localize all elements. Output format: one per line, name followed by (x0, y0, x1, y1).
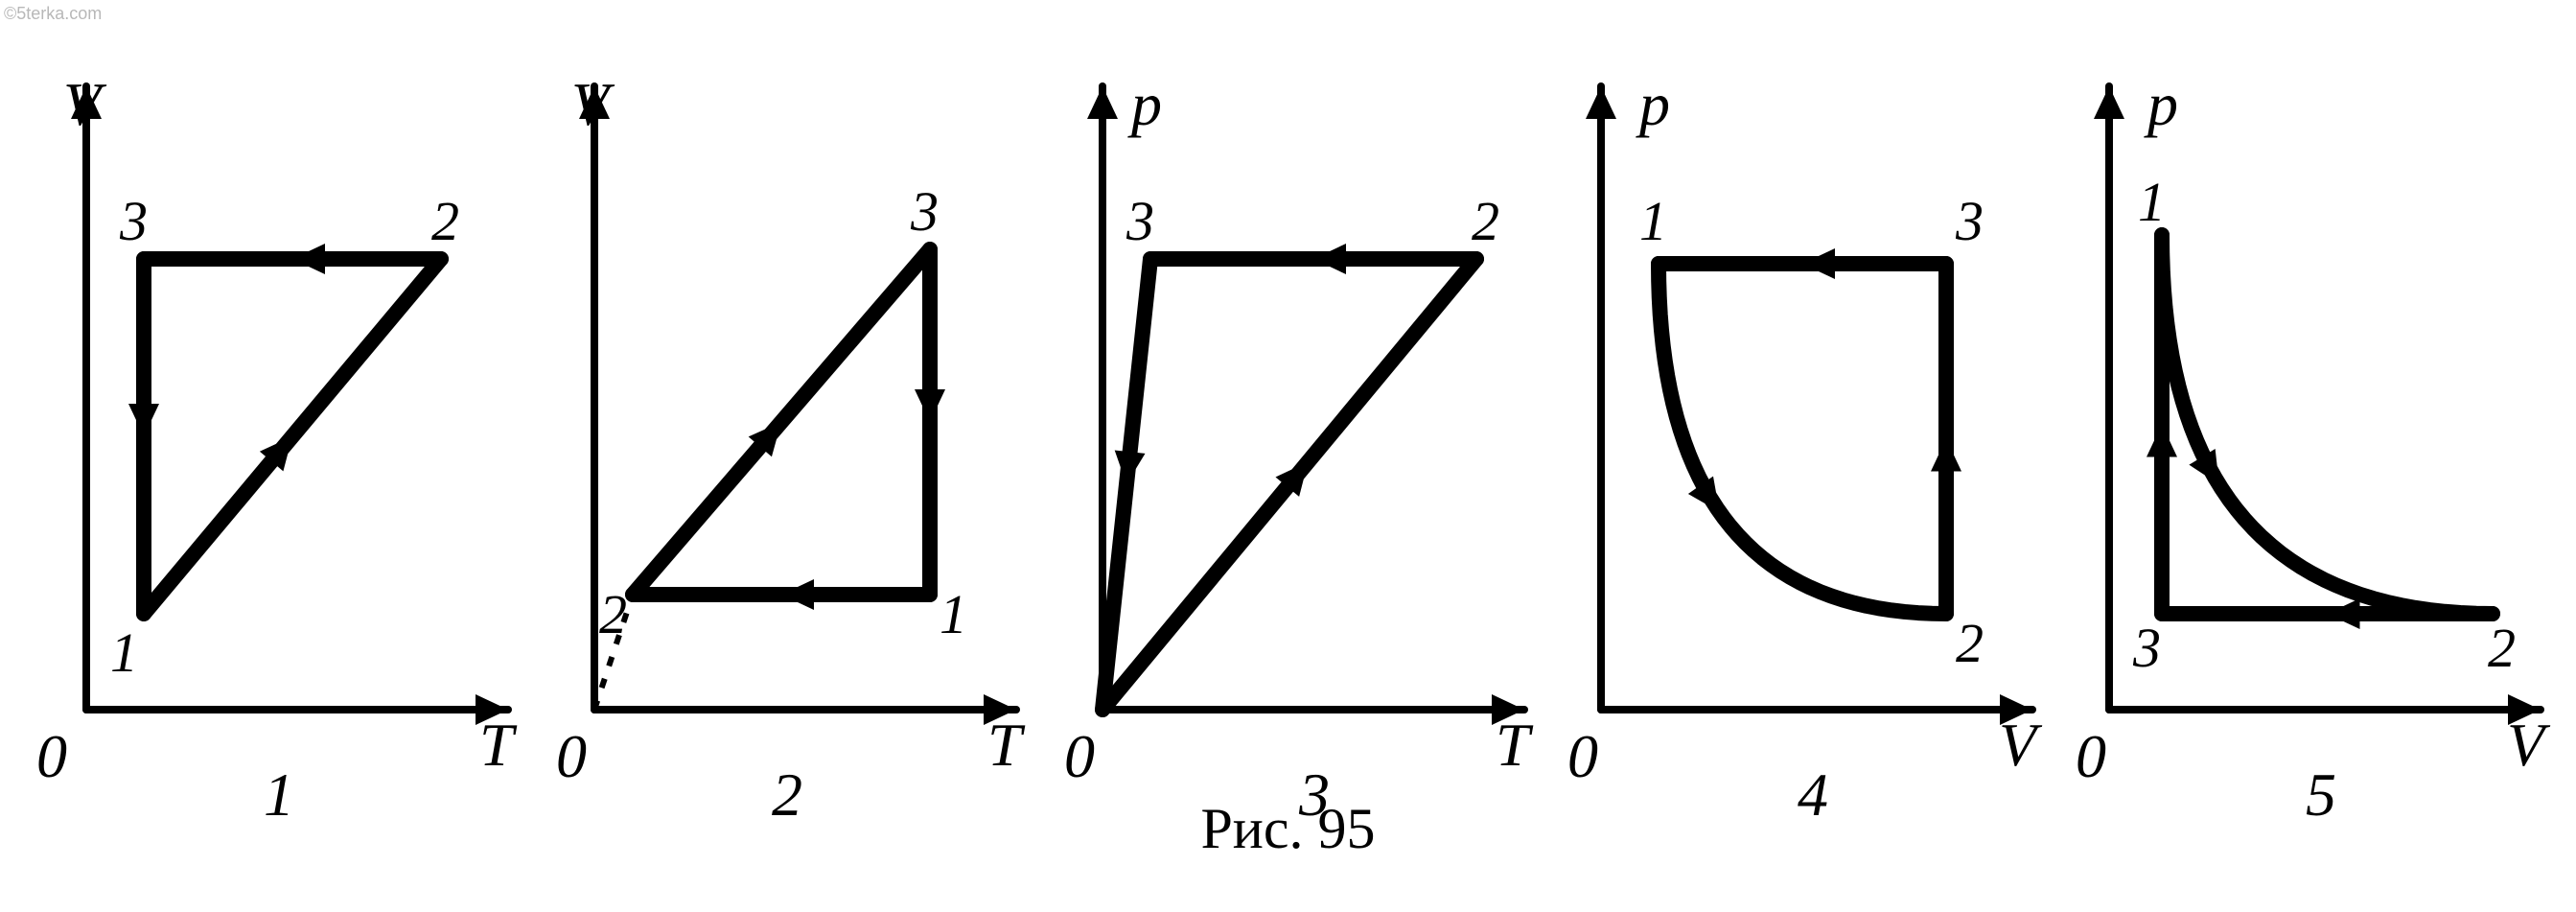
y-axis-label: p (1127, 70, 1162, 138)
origin-label: 0 (1064, 722, 1095, 790)
panel-3: pT0233 (1035, 38, 1543, 830)
x-axis-label: T (1496, 711, 1534, 779)
figure-caption: Рис. 95 (0, 796, 2576, 862)
panel-2: VT01232 (527, 38, 1035, 830)
panel-1: VT01231 (19, 38, 527, 830)
vertex-label-3: 3 (119, 190, 148, 252)
x-axis-label: V (1999, 711, 2043, 779)
x-axis-label: V (2507, 711, 2551, 779)
vertex-label-1: 1 (2138, 171, 2166, 233)
x-axis-label: T (987, 711, 1026, 779)
vertex-label-1: 1 (940, 583, 967, 645)
vertex-label-2: 2 (599, 583, 627, 645)
vertex-label-1: 1 (110, 621, 138, 684)
vertex-label-3: 3 (910, 180, 939, 243)
panel-5: pV01235 (2052, 38, 2560, 830)
x-axis-label: T (479, 711, 518, 779)
panel-4: pV01234 (1543, 38, 2052, 830)
origin-label: 0 (36, 722, 67, 790)
vertex-label-3: 3 (1126, 190, 1154, 252)
y-axis-label: p (2144, 70, 2178, 138)
vertex-label-1: 1 (1639, 190, 1667, 252)
origin-label: 0 (2076, 722, 2106, 790)
panels-row: VT01231VT01232pT0233pV01234pV01235 (19, 38, 2560, 830)
y-axis-label: p (1636, 70, 1670, 138)
y-axis-label: V (571, 70, 615, 138)
watermark: ©5terka.com (4, 4, 102, 24)
vertex-label-2: 2 (431, 190, 459, 252)
origin-label: 0 (556, 722, 587, 790)
vertex-label-3: 3 (2132, 617, 2161, 679)
y-axis-label: V (63, 70, 107, 138)
vertex-label-2: 2 (1956, 612, 1984, 674)
origin-label: 0 (1567, 722, 1598, 790)
vertex-label-2: 2 (2488, 617, 2516, 679)
vertex-label-2: 2 (1472, 190, 1499, 252)
vertex-label-3: 3 (1955, 190, 1984, 252)
figure-container: ©5terka.com VT01231VT01232pT0233pV01234p… (0, 0, 2576, 912)
